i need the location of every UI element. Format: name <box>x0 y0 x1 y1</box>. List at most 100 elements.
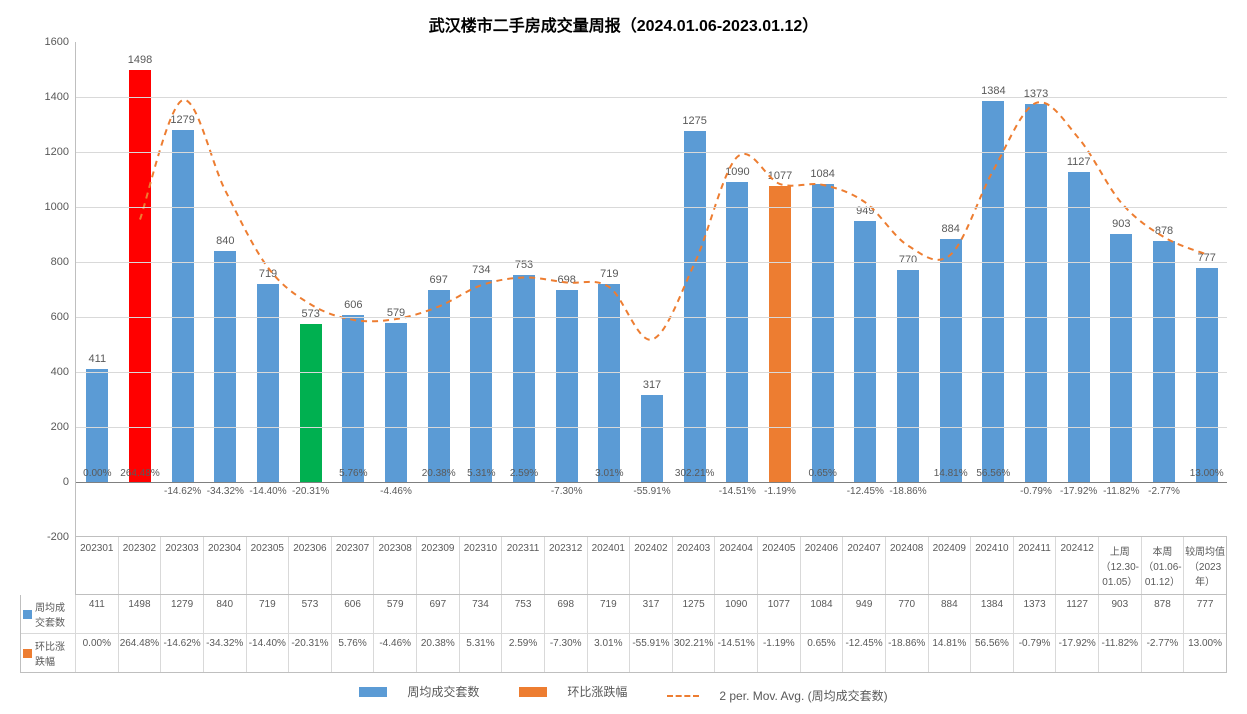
pct-label: -11.82% <box>1103 486 1140 497</box>
x-category: 202307 <box>331 537 374 594</box>
x-axis-categories: 2023012023022023032023042023052023062023… <box>75 537 1227 595</box>
bar-value-label: 903 <box>1112 218 1130 230</box>
x-category: 202410 <box>970 537 1013 594</box>
table-cell: 1127 <box>1055 595 1098 633</box>
table-cell: -12.45% <box>842 634 885 672</box>
pct-label: -20.31% <box>292 486 329 497</box>
table-cell: 1090 <box>714 595 757 633</box>
table-cell: 302.21% <box>672 634 715 672</box>
legend-item: 2 per. Mov. Avg. (周均成交套数) <box>657 687 897 704</box>
bar-value-label: 573 <box>301 308 319 320</box>
x-category: 202302 <box>118 537 161 594</box>
bar-value-label: 1077 <box>768 170 792 182</box>
table-cell: 949 <box>842 595 885 633</box>
table-cell: 579 <box>373 595 416 633</box>
table-cell: 1373 <box>1013 595 1056 633</box>
plot-area: -20002004006008001000120014001600 4110.0… <box>20 42 1227 537</box>
x-category: 202402 <box>629 537 672 594</box>
bar: 777 <box>1196 268 1218 482</box>
table-cell: -7.30% <box>544 634 587 672</box>
table-cell: -14.62% <box>160 634 203 672</box>
table-cell: 13.00% <box>1183 634 1226 672</box>
table-cell: 878 <box>1141 595 1184 633</box>
legend-item: 环比涨跌幅 <box>509 683 637 700</box>
bar: 770 <box>897 270 919 482</box>
bar: 884 <box>940 239 962 482</box>
table-cell: -4.46% <box>373 634 416 672</box>
bar: 573 <box>300 324 322 482</box>
table-cell: -0.79% <box>1013 634 1056 672</box>
bar: 878 <box>1153 241 1175 482</box>
x-category: 202403 <box>672 537 715 594</box>
bar: 903 <box>1110 234 1132 482</box>
bar-value-label: 317 <box>643 379 661 391</box>
pct-label: -4.46% <box>380 486 412 497</box>
bar-value-label: 1384 <box>981 85 1005 97</box>
legend-item: 周均成交套数 <box>349 683 489 700</box>
bar-value-label: 770 <box>899 254 917 266</box>
row-cells: 4111498127984071957360657969773475369871… <box>76 595 1226 633</box>
bar-value-label: 734 <box>472 264 490 276</box>
bar: 1084 <box>812 184 834 482</box>
pct-label: 5.76% <box>339 468 367 479</box>
pct-label: 2.59% <box>510 468 538 479</box>
bar: 1090 <box>726 182 748 482</box>
row-header-pct: 环比涨跌幅 <box>21 634 76 672</box>
y-tick-label: 400 <box>51 366 69 378</box>
bar: 840 <box>214 251 236 482</box>
bar: 1498 <box>129 70 151 482</box>
pct-label: 264.48% <box>120 468 159 479</box>
y-tick-label: 600 <box>51 311 69 323</box>
pct-label: 0.65% <box>808 468 836 479</box>
x-category: 202407 <box>842 537 885 594</box>
bar: 1279 <box>172 130 194 482</box>
x-category: 上周（12.30-01.05） <box>1098 537 1141 594</box>
y-tick-label: 200 <box>51 421 69 433</box>
bar-value-label: 1275 <box>682 115 706 127</box>
table-cell: 5.76% <box>331 634 374 672</box>
table-cell: 1384 <box>970 595 1013 633</box>
bar: 753 <box>513 275 535 482</box>
table-cell: -20.31% <box>288 634 331 672</box>
bar-value-label: 1498 <box>128 54 152 66</box>
table-cell: -11.82% <box>1098 634 1141 672</box>
pct-label: -12.45% <box>847 486 884 497</box>
bars-layer: 4110.00%1498264.48%1279-14.62%840-34.32%… <box>76 42 1227 536</box>
table-cell: 573 <box>288 595 331 633</box>
table-cell: 734 <box>459 595 502 633</box>
table-cell: -2.77% <box>1141 634 1184 672</box>
pct-label: 0.00% <box>83 468 111 479</box>
pct-label: -34.32% <box>207 486 244 497</box>
pct-label: 14.81% <box>934 468 968 479</box>
pct-label: -1.19% <box>764 486 796 497</box>
x-category: 202303 <box>160 537 203 594</box>
bar-value-label: 878 <box>1155 225 1173 237</box>
table-cell: 20.38% <box>416 634 459 672</box>
pct-label: 302.21% <box>675 468 714 479</box>
row-header-label: 周均成交套数 <box>35 599 73 629</box>
table-cell: 411 <box>76 595 118 633</box>
table-cell: 264.48% <box>118 634 161 672</box>
table-cell: 0.00% <box>76 634 118 672</box>
table-cell: 1279 <box>160 595 203 633</box>
table-cell: 14.81% <box>928 634 971 672</box>
table-row: 环比涨跌幅 0.00%264.48%-14.62%-34.32%-14.40%-… <box>21 633 1226 672</box>
y-tick-label: 1600 <box>45 36 69 48</box>
table-cell: 56.56% <box>970 634 1013 672</box>
pct-label: 5.31% <box>467 468 495 479</box>
table-cell: -1.19% <box>757 634 800 672</box>
table-cell: -17.92% <box>1055 634 1098 672</box>
table-row: 周均成交套数 411149812798407195736065796977347… <box>21 595 1226 633</box>
table-cell: 698 <box>544 595 587 633</box>
pct-label: 20.38% <box>422 468 456 479</box>
bar: 719 <box>598 284 620 482</box>
bar-value-label: 753 <box>515 259 533 271</box>
pct-label: -18.86% <box>889 486 926 497</box>
x-category: 202411 <box>1013 537 1056 594</box>
row-header-label: 环比涨跌幅 <box>35 638 73 668</box>
x-category: 202301 <box>76 537 118 594</box>
x-category: 202309 <box>416 537 459 594</box>
chart-title: 武汉楼市二手房成交量周报（2024.01.06-2023.01.12） <box>20 12 1227 36</box>
pct-label: 13.00% <box>1190 468 1224 479</box>
bar: 719 <box>257 284 279 482</box>
